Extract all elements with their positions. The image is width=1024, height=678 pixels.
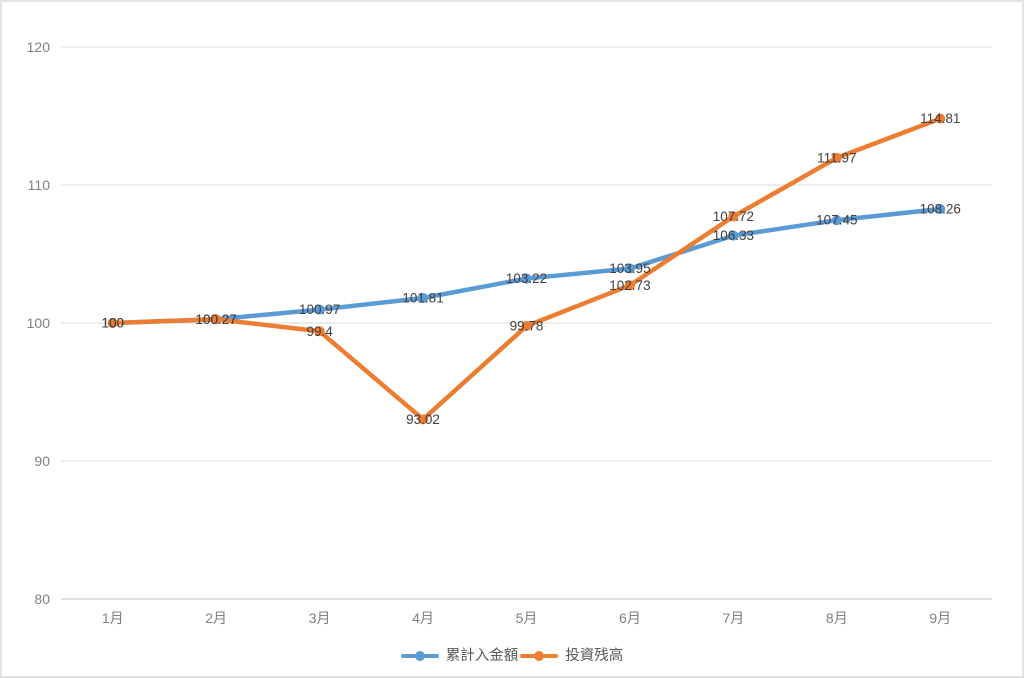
x-tick-label: 5月 <box>516 610 538 626</box>
legend: 累計入金額 投資残高 <box>2 647 1022 664</box>
legend-item-cumulative-deposit: 累計入金額 <box>400 647 519 664</box>
data-label: 100.27 <box>196 312 237 327</box>
data-label: 108.26 <box>920 202 961 217</box>
data-label: 114.81 <box>920 111 960 126</box>
legend-label: 投資残高 <box>565 647 624 664</box>
y-tick-label: 120 <box>27 39 51 55</box>
x-tick-label: 7月 <box>722 610 744 626</box>
data-point-marker <box>935 113 946 124</box>
data-point-marker <box>935 204 946 215</box>
data-point-marker <box>831 152 842 163</box>
data-label: 101.81 <box>402 291 443 306</box>
data-point-marker <box>831 215 842 226</box>
data-label: 100.27 <box>196 312 237 327</box>
data-point-marker <box>728 230 739 241</box>
x-tick-label: 8月 <box>826 610 848 626</box>
x-tick-label: 1月 <box>102 610 124 626</box>
data-label: 102.73 <box>609 278 650 293</box>
data-point-marker <box>521 321 532 332</box>
line-marker-icon <box>520 650 559 661</box>
data-point-marker <box>521 273 532 284</box>
data-label: 100.97 <box>299 302 340 317</box>
legend-dot-swatch <box>414 650 425 661</box>
x-tick-label: 3月 <box>309 610 331 626</box>
data-label: 106.33 <box>713 228 754 243</box>
data-label: 103.22 <box>506 271 547 286</box>
y-tick-label: 90 <box>34 453 50 469</box>
x-tick-label: 4月 <box>412 610 434 626</box>
data-point-marker <box>418 293 429 304</box>
data-label: 107.72 <box>713 209 754 224</box>
data-point-marker <box>314 326 325 337</box>
data-label: 93.02 <box>406 412 440 427</box>
data-point-marker <box>624 280 635 291</box>
data-label: 111.97 <box>817 150 856 165</box>
data-point-marker <box>107 318 118 328</box>
data-label: 100 <box>101 316 124 331</box>
y-tick-label: 80 <box>34 591 50 607</box>
data-label: 103.95 <box>609 261 650 276</box>
data-point-marker <box>211 314 222 325</box>
data-label: 100 <box>101 316 124 331</box>
data-point-marker <box>728 211 739 222</box>
data-point-marker <box>314 304 325 315</box>
x-tick-label: 2月 <box>205 610 227 626</box>
x-tick-label: 9月 <box>929 610 951 626</box>
data-label: 107.45 <box>816 213 857 228</box>
data-label: 99.78 <box>510 319 544 334</box>
data-point-marker <box>418 414 429 425</box>
legend-dot-swatch <box>534 650 545 661</box>
data-point-marker <box>624 263 635 274</box>
legend-label: 累計入金額 <box>445 647 519 664</box>
y-tick-label: 100 <box>27 315 51 331</box>
data-label: 99.4 <box>306 324 333 339</box>
legend-item-investment-balance: 投資残高 <box>520 647 624 664</box>
x-tick-label: 6月 <box>619 610 641 626</box>
series-line-1 <box>110 116 943 422</box>
y-tick-label: 110 <box>28 177 51 193</box>
line-marker-icon <box>400 650 439 661</box>
